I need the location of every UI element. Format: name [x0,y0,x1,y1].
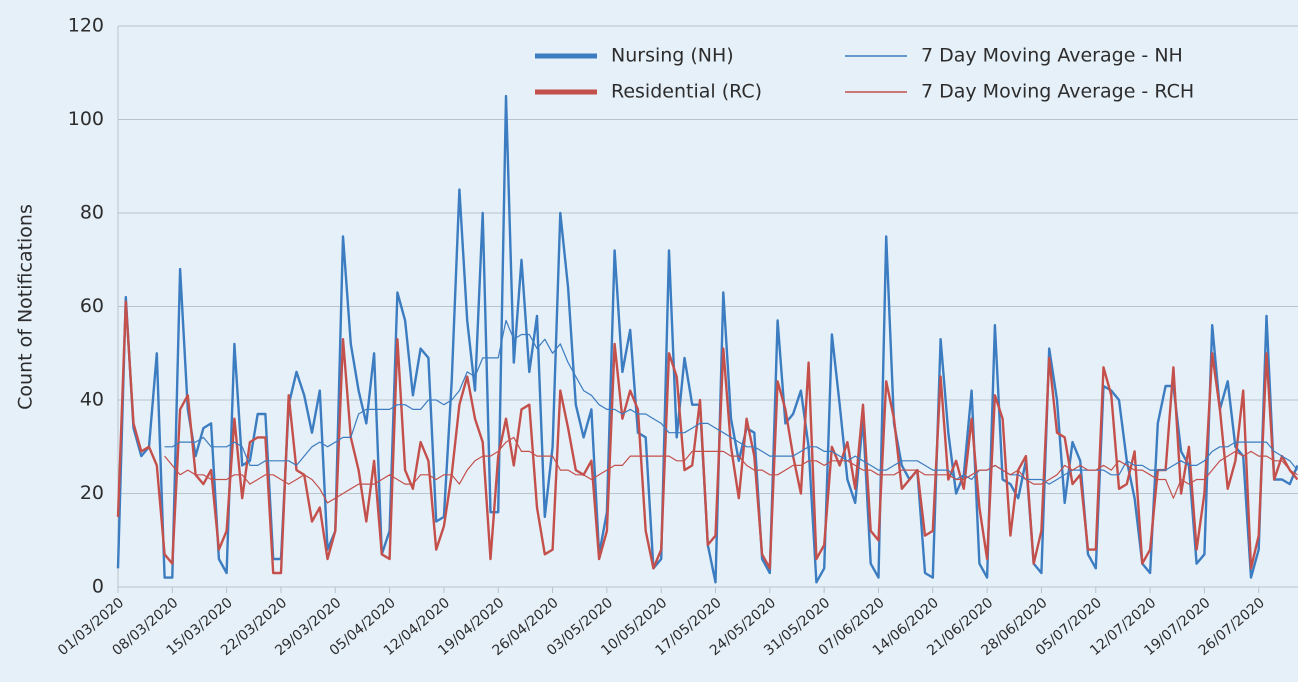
y-tick-label: 60 [80,295,104,317]
legend-label: 7 Day Moving Average - RCH [921,81,1194,103]
legend-label: 7 Day Moving Average - NH [921,45,1183,67]
series-line [116,300,1298,575]
y-tick-label: 20 [80,482,104,504]
legend-label: Nursing (NH) [611,45,734,67]
y-tick-label: 120 [68,15,104,37]
series-line [164,319,1298,485]
series-line [164,436,1298,504]
legend-label: Residential (RC) [611,81,762,103]
legend-background [839,78,1279,106]
y-tick-label: 80 [80,202,104,224]
y-axis-label: Count of Notifications [15,204,37,410]
y-tick-label: 0 [92,576,104,598]
y-tick-label: 100 [68,108,104,130]
legend-background [839,42,1279,70]
y-tick-label: 40 [80,389,104,411]
